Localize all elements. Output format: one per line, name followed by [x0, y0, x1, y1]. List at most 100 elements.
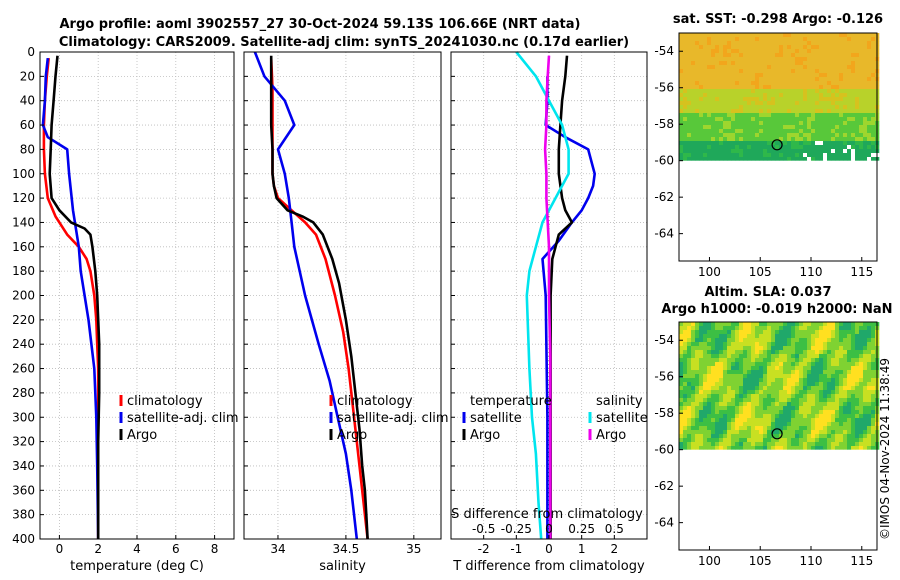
x-tick-label: 1 [578, 542, 586, 556]
map-y-tick-label: -64 [654, 516, 674, 530]
y-tick-label: 400 [12, 532, 35, 546]
y-tick-label: 320 [12, 435, 35, 449]
top-x-tick-label: -0.25 [501, 522, 532, 536]
map-y-tick-label: -56 [654, 370, 674, 384]
sla-map-title-line1: Altim. SLA: 0.037 [705, 285, 832, 300]
x-tick-label: 34.5 [333, 542, 360, 556]
x-tick-label: 35 [406, 542, 421, 556]
legend-label: Argo [596, 428, 626, 443]
x-tick-label: -2 [478, 542, 490, 556]
map-y-tick-label: -54 [654, 333, 674, 347]
salinity-panel: 34 34.5 35 salinity climatology satellite-adj… [243, 51, 449, 574]
sla-map-panel: Altim. SLA: 0.037 Argo h1000: -0.019 h200… [654, 285, 892, 568]
x-tick-label: 8 [211, 542, 219, 556]
y-tick-label: 40 [20, 94, 35, 108]
map-x-tick-label: 105 [749, 265, 772, 279]
x-tick-label: 4 [133, 542, 141, 556]
figure-title-line1: Argo profile: aoml 3902557_27 30-Oct-202… [60, 17, 581, 32]
y-tick-label: 360 [12, 483, 35, 497]
legend-label: satellite [596, 411, 648, 426]
y-tick-label: 140 [12, 215, 35, 229]
sst-map-frame [678, 32, 878, 262]
top-x-tick-label: -0.5 [472, 522, 495, 536]
legend-label: Argo [337, 428, 367, 443]
x-tick-label: 2 [94, 542, 102, 556]
x-tick-label: 2 [611, 542, 619, 556]
sla-map-frame [678, 321, 878, 551]
y-tick-label: 260 [12, 362, 35, 376]
y-tick-label: 240 [12, 337, 35, 351]
y-tick-label: 20 [20, 69, 35, 83]
top-x-tick-label: 0 [545, 522, 553, 536]
legend-salinity-title: salinity [596, 394, 643, 409]
y-tick-label: 80 [20, 142, 35, 156]
legend-temperature-title: temperature [470, 394, 552, 409]
x-tick-label: -1 [510, 542, 522, 556]
legend-label: Argo [127, 428, 157, 443]
y-tick-label: 160 [12, 240, 35, 254]
map-x-tick-label: 100 [698, 265, 721, 279]
y-tick-label: 120 [12, 191, 35, 205]
y-tick-label: 100 [12, 167, 35, 181]
y-tick-label: 380 [12, 508, 35, 522]
series-satellite-adj-clim [41, 57, 100, 540]
map-y-tick-label: -54 [654, 44, 674, 58]
legend-label: climatology [127, 394, 203, 409]
series-salinity-argo [543, 55, 552, 539]
difference-panel: -2 -1 0 1 2 T difference from climatology S di… [450, 51, 648, 574]
differences-x-axis-label: T difference from climatology [452, 559, 645, 574]
sla-map-field [679, 322, 880, 450]
series-argo [269, 55, 369, 540]
map-y-tick-label: -62 [654, 190, 674, 204]
legend-label: Argo [470, 428, 500, 443]
y-tick-label: 300 [12, 410, 35, 424]
diff-top-axis-label: S difference from climatology [451, 507, 643, 522]
x-tick-label: 34 [270, 542, 285, 556]
map-y-tick-label: -56 [654, 81, 674, 95]
argo-position-marker [771, 428, 783, 440]
series-satellite-adj-clim [253, 51, 359, 540]
y-tick-label: 220 [12, 313, 35, 327]
temperature-panel: 0204060801001201401601802002202402602803… [12, 45, 239, 574]
map-y-tick-label: -62 [654, 479, 674, 493]
top-x-tick-label: 0.25 [568, 522, 595, 536]
salinity-x-axis-label: salinity [319, 559, 366, 574]
map-y-tick-label: -58 [654, 406, 674, 420]
top-x-tick-label: 0.5 [605, 522, 624, 536]
y-tick-label: 280 [12, 386, 35, 400]
legend-label: satellite [470, 411, 522, 426]
x-tick-label: 0 [56, 542, 64, 556]
map-x-tick-label: 115 [850, 265, 873, 279]
map-y-tick-label: -60 [654, 154, 674, 168]
map-y-tick-label: -58 [654, 117, 674, 131]
y-tick-label: 340 [12, 459, 35, 473]
series-argo [48, 55, 101, 539]
map-y-tick-label: -64 [654, 227, 674, 241]
sla-map-title-line2: Argo h1000: -0.019 h2000: NaN [661, 302, 892, 317]
imos-watermark: ©IMOS 04-Nov-2024 11:38:49 [878, 358, 892, 540]
map-x-tick-label: 115 [850, 554, 873, 568]
y-tick-label: 60 [20, 118, 35, 132]
y-tick-label: 200 [12, 289, 35, 303]
legend-label: satellite-adj. clim [127, 411, 239, 426]
map-x-tick-label: 110 [800, 554, 823, 568]
series-temperature-satellite [541, 76, 597, 539]
legend-label: climatology [337, 394, 413, 409]
map-x-tick-label: 110 [800, 265, 823, 279]
figure-title-line2: Climatology: CARS2009. Satellite-adj cli… [59, 35, 629, 50]
y-tick-label: 180 [12, 264, 35, 278]
temperature-x-axis-label: temperature (deg C) [70, 559, 204, 574]
map-x-tick-label: 105 [749, 554, 772, 568]
series-salinity-satellite [515, 51, 570, 540]
map-y-tick-label: -60 [654, 443, 674, 457]
y-tick-label: 0 [27, 45, 35, 59]
sst-map-field [679, 33, 880, 161]
x-tick-label: 0 [545, 542, 553, 556]
sst-map-title: sat. SST: -0.298 Argo: -0.126 [673, 12, 883, 27]
map-x-tick-label: 100 [698, 554, 721, 568]
x-tick-label: 6 [172, 542, 180, 556]
sst-map-panel: sat. SST: -0.298 Argo: -0.126 100 105 110 11… [654, 12, 883, 279]
argo-position-marker [771, 139, 783, 151]
legend-label: satellite-adj. clim [337, 411, 449, 426]
